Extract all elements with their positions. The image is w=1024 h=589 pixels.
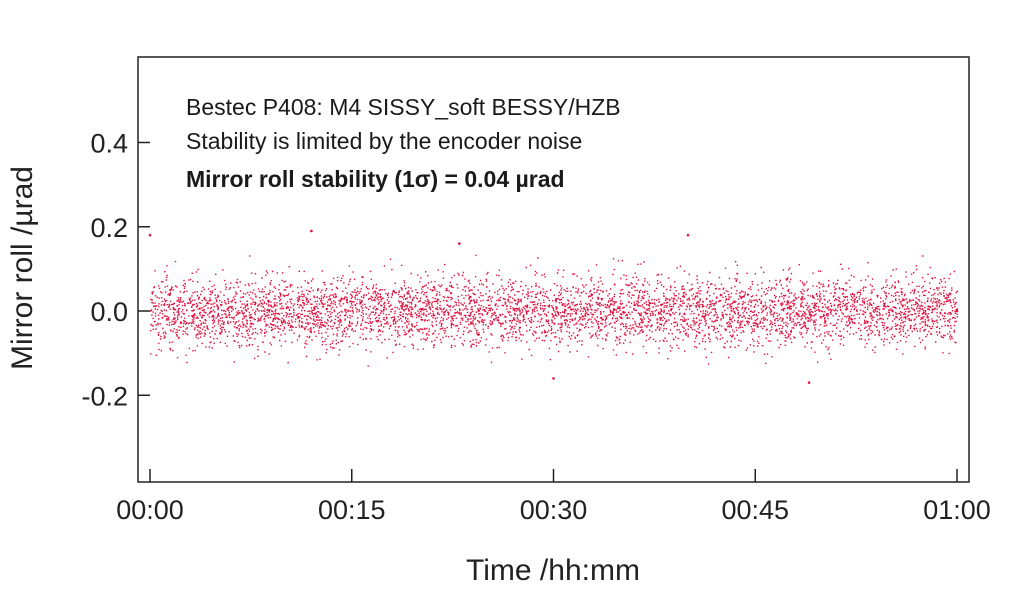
x-tick-label: 00:15 <box>318 495 386 525</box>
y-tick-label: 0.2 <box>90 213 128 243</box>
outlier-point <box>310 229 313 233</box>
x-tick-label: 00:30 <box>520 495 588 525</box>
x-axis-title: Time /hh:mm <box>466 554 640 587</box>
scatter-points <box>148 229 959 384</box>
outlier-point <box>955 309 959 313</box>
y-tick-label: -0.2 <box>81 381 128 411</box>
outlier-point <box>458 242 461 245</box>
noise-points <box>150 254 959 367</box>
plot-frame <box>137 56 970 483</box>
annotation-noise-note: Stability is limited by the encoder nois… <box>186 128 582 154</box>
x-axis: 00:00 00:15 00:30 00:45 01:00 <box>116 469 991 525</box>
y-tick-label: 0.0 <box>90 297 128 327</box>
y-axis-title: Mirror roll /µrad <box>6 166 39 370</box>
outlier-point <box>552 377 555 380</box>
x-tick-label: 00:00 <box>116 495 184 525</box>
y-tick-label: 0.4 <box>90 129 128 159</box>
annotation-stability-value: Mirror roll stability (1σ) = 0.04 µrad <box>186 166 565 192</box>
y-axis: 0.4 0.2 0.0 -0.2 <box>81 129 150 411</box>
outlier-point <box>807 381 811 384</box>
annotation-title: Bestec P408: M4 SISSY_soft BESSY/HZB <box>186 94 621 120</box>
outlier-point <box>686 233 690 237</box>
outlier-point <box>148 233 152 237</box>
x-tick-label: 01:00 <box>923 495 991 525</box>
x-tick-label: 00:45 <box>721 495 789 525</box>
